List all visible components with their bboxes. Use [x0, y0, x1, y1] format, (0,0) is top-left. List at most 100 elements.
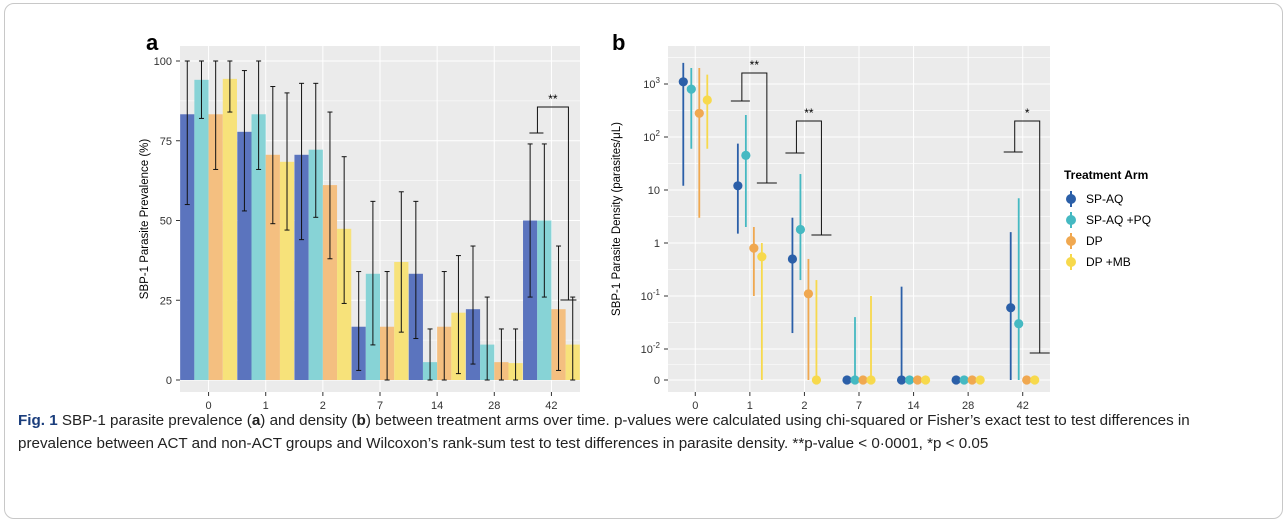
panel-a-xtick-label: 7 [377, 400, 383, 410]
panel-b-point [1030, 375, 1040, 385]
panel-b-point [842, 375, 852, 385]
panel-a-xtick-label: 14 [431, 400, 443, 410]
caption-fig-label: Fig. 1 [18, 412, 58, 429]
legend-item-label: SP-AQ +PQ [1086, 213, 1151, 227]
panel-b-point [787, 254, 798, 264]
legend-item-label: DP +MB [1086, 255, 1131, 269]
panel-a-bar [537, 220, 552, 380]
panel-a-ytick-label: 25 [160, 295, 172, 307]
panel-b-point [904, 375, 915, 385]
panel-b-ylabel: SBP-1 Parasite Density (parasites/μL) [611, 122, 623, 316]
panel-b-point [811, 375, 822, 385]
panel-b-significance-bracket [730, 72, 777, 184]
panel-b-point [694, 108, 704, 118]
panel-b-significance-bracket [785, 120, 832, 236]
panel-b-ytick-label: 102 [643, 129, 660, 144]
panel-b-point [757, 252, 767, 262]
legend-key-dot [1066, 215, 1076, 225]
panel-a-bar [279, 161, 295, 380]
panel-b-ytick-label: 0 [654, 375, 660, 387]
panel-a-xtick-label: 28 [488, 400, 500, 410]
panel-a-significance-label: ** [548, 92, 558, 106]
panel-a-ylabel: SBP-1 Parasite Prevalence (%) [139, 139, 151, 300]
panel-a-bar [265, 154, 280, 380]
panel-a-bar [180, 114, 195, 380]
panel-b-point [795, 224, 806, 235]
legend-key-dot [1066, 194, 1076, 204]
panel-b-xtick-label: 2 [801, 400, 807, 410]
legend-key-dot [1066, 257, 1076, 267]
panel-b-point [702, 95, 712, 105]
panel-a-bar [294, 154, 309, 380]
panel-b-significance-label: ** [804, 106, 814, 120]
caption-text-2: ) and density ( [260, 412, 357, 429]
panel-b-point [959, 375, 969, 385]
panel-b-ytick-label: 10-2 [641, 341, 661, 356]
caption-text-3: ) between treatment arms over time. p-va… [18, 412, 1190, 452]
panel-b-point [920, 375, 931, 385]
treatment-arm-legend: Treatment Arm SP-AQ SP-AQ +PQ DP DP +MB [1064, 168, 1151, 270]
panel-a-label: a [146, 30, 159, 55]
panel-b-xtick-label: 7 [856, 400, 862, 410]
panel-b-point [866, 375, 876, 385]
panel-b-point [912, 375, 923, 385]
panel-b-point [951, 375, 961, 385]
panel-b-point [733, 181, 743, 191]
panel-a-bar [523, 220, 538, 380]
panel-a-bar [222, 78, 237, 380]
panel-a-xtick-label: 0 [206, 400, 212, 410]
legend-item-label: DP [1086, 234, 1103, 248]
panel-a-xtick-label: 2 [320, 400, 326, 410]
panel-a-bar-chart: 02550751000127142842Time (Days)SBP-1 Par… [139, 46, 580, 410]
panel-a-bar [251, 114, 266, 380]
panel-a-bar [208, 114, 223, 380]
panel-b-ytick-label: 10-1 [641, 288, 661, 303]
panel-a-bar [237, 131, 252, 380]
panel-a-ytick-label: 50 [160, 216, 172, 228]
panel-b-xtick-label: 28 [962, 400, 974, 410]
panel-b-point [1006, 303, 1016, 313]
panel-b-point [1022, 375, 1032, 385]
panel-b-point [686, 84, 696, 94]
panel-b-xtick-label: 0 [692, 400, 698, 410]
panel-b-ytick-label: 10 [648, 185, 660, 197]
panel-a-ytick-label: 75 [160, 136, 172, 148]
panel-a-significance-bracket [529, 106, 577, 301]
panel-b-point [803, 289, 814, 299]
figure-caption: Fig. 1 SBP-1 parasite prevalence (a) and… [18, 409, 1268, 455]
panel-a-bar [308, 149, 323, 380]
panel-a-xtick-label: 42 [545, 400, 557, 410]
panel-b-ytick-label: 1 [654, 238, 660, 250]
panel-b-point [678, 77, 688, 87]
caption-a: a [251, 412, 261, 429]
panel-b-significance-label: ** [750, 58, 760, 72]
caption-b: b [356, 412, 366, 429]
panel-b-ytick-label: 103 [643, 76, 660, 91]
panel-b-point [850, 375, 860, 385]
panel-a-bar [337, 228, 352, 380]
panel-b-point [858, 375, 868, 385]
panel-a-ytick-label: 100 [154, 56, 172, 68]
panel-b-point [741, 150, 751, 160]
legend-key-dot [1066, 236, 1076, 246]
panel-b-xtick-label: 1 [747, 400, 753, 410]
legend-item-label: SP-AQ [1086, 192, 1123, 206]
panel-b-significance-bracket [1003, 120, 1050, 354]
panel-b-xtick-label: 14 [907, 400, 919, 410]
panel-b-point [749, 243, 759, 253]
caption-text-1: SBP-1 parasite prevalence ( [57, 412, 252, 429]
panel-a-ytick-label: 0 [166, 375, 172, 387]
panel-b-point [967, 375, 977, 385]
panel-a-bar [322, 185, 338, 380]
panel-a-bar [194, 79, 209, 381]
panel-b-point [1014, 319, 1024, 329]
panel-b-point [896, 375, 907, 385]
figure-canvas: a b 02550751000127142842Time (Days)SBP-1… [139, 30, 1151, 410]
legend-title: Treatment Arm [1064, 168, 1148, 182]
panel-a-xtick-label: 1 [263, 400, 269, 410]
panel-b-xtick-label: 42 [1017, 400, 1029, 410]
panel-b-significance-label: * [1025, 106, 1030, 120]
panel-b-label: b [612, 30, 625, 55]
panel-b-point [975, 375, 985, 385]
panel-b-density-chart: 010-210-11101021030127142842Time (Days)S… [611, 46, 1050, 410]
